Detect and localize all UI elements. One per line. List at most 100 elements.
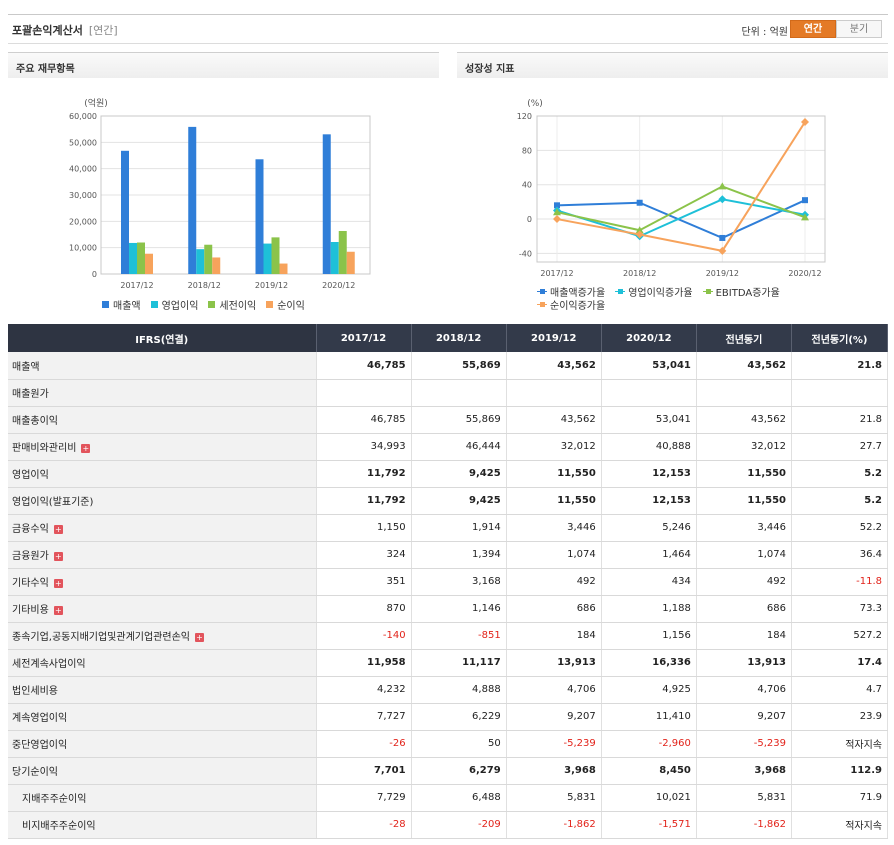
x-tick-label: 2017/12 (540, 269, 573, 278)
period-toggle: 연간 분기 (790, 20, 882, 38)
x-tick-label: 2019/12 (255, 281, 288, 290)
legend-swatch (266, 301, 274, 308)
legend-label: EBITDA증가율 (715, 288, 780, 299)
table-cell: 1,146 (411, 595, 507, 623)
legend-label: 영업이익증가율 (628, 288, 693, 299)
col-header: 2019/12 (506, 324, 602, 352)
table-row: 당기순이익 7,701 6,279 3,968 8,450 3,968 112.9 (8, 757, 888, 785)
row-label-text: 매출원가 (12, 389, 49, 400)
col-header: 전년동기(%) (791, 324, 888, 352)
statement-title: 포괄손익계산서 [연간] (12, 24, 118, 37)
table-cell: 1,914 (411, 514, 507, 542)
table-cell: 53,041 (601, 406, 697, 434)
quarter-tab[interactable]: 분기 (836, 20, 882, 38)
table-cell: 27.7 (791, 433, 888, 461)
table-cell: 184 (696, 622, 793, 650)
expand-plus-icon[interactable]: + (53, 605, 63, 615)
bar (330, 241, 339, 274)
series-line (556, 199, 806, 240)
table-row: 판매비와관리비 +34,993 46,444 32,012 40,888 32,012 27… (8, 433, 888, 461)
y-tick-label: 20,000 (69, 217, 97, 226)
legend-marker (702, 288, 713, 296)
legend-swatch (102, 301, 109, 308)
row-label-text: 영업이익(발표기준) (12, 497, 94, 508)
table-row: 기타비용 +870 1,146 686 1,188 686 73.3 (8, 595, 888, 623)
legend-marker (537, 288, 547, 296)
line-chart-legend: 매출액증가율 영업이익증가율 EBITDA증가율 순이익증가율 (537, 285, 837, 312)
table-cell: -1,862 (696, 811, 793, 839)
table-cell: 1,074 (696, 541, 793, 569)
legend-label: 세전이익 (219, 301, 257, 312)
table-cell: 11,550 (506, 487, 602, 515)
table-cell: 71.9 (791, 784, 888, 812)
row-label: 중단영업이익 (8, 730, 317, 758)
row-label-text: 매출액 (12, 361, 40, 373)
table-cell: 43,562 (506, 352, 602, 380)
table-cell: 6,229 (411, 703, 507, 731)
table-cell (316, 379, 412, 407)
bar-chart-legend: 매출액 영업이익 세전이익 순이익 (102, 298, 315, 312)
row-label: 매출총이익 (8, 406, 317, 434)
col-header: 2017/12 (316, 324, 412, 352)
table-cell: 4.7 (791, 676, 888, 704)
data-point (636, 199, 643, 206)
table-cell: 40,888 (601, 433, 697, 461)
row-label-text: 판매비와관리비 (12, 443, 77, 454)
table-cell: 11,117 (411, 649, 507, 677)
col-header: 전년동기 (696, 324, 793, 352)
row-label: 종속기업,공동지배기업및관계기업관련손익 + (8, 622, 317, 650)
row-label-text: 기타수익 (12, 578, 49, 589)
table-cell: 46,785 (316, 406, 412, 434)
table-cell: -209 (411, 811, 507, 839)
table-row: 비지배주주순이익 -28 -209 -1,862 -1,571 -1,862 적자지속 (8, 811, 888, 839)
table-cell: 36.4 (791, 541, 888, 569)
row-label: 지배주주순이익 (8, 784, 317, 812)
annual-tab[interactable]: 연간 (790, 20, 836, 38)
table-cell (411, 379, 507, 407)
table-cell: 46,785 (316, 352, 412, 380)
row-label: 영업이익(발표기준) (8, 487, 317, 515)
expand-plus-icon[interactable]: + (194, 632, 204, 642)
expand-plus-icon[interactable]: + (53, 551, 63, 561)
y-tick-label: 50,000 (69, 138, 97, 147)
row-label: 비지배주주순이익 (8, 811, 317, 839)
table-cell: 5,831 (696, 784, 793, 812)
data-point (718, 246, 727, 255)
legend-label: 매출액증가율 (550, 288, 606, 299)
row-label-text: 세전계속사업이익 (12, 659, 86, 670)
table-cell: 53,041 (601, 352, 697, 380)
table-cell: 13,913 (696, 649, 793, 677)
table-cell: 9,425 (411, 487, 507, 515)
row-label: 기타비용 + (8, 595, 317, 623)
y-tick-label: 40,000 (69, 165, 97, 174)
row-label-text: 금융수익 (12, 524, 49, 535)
legend-label: 매출액 (113, 301, 141, 312)
table-cell: 11,550 (696, 460, 793, 488)
table-cell: 43,562 (696, 352, 793, 380)
line-chart: (%) -40 0 40 80 120 2017/12 2018/12 2019/12 2020/… (517, 99, 826, 278)
bar (279, 263, 288, 274)
table-cell: 527.2 (791, 622, 888, 650)
expand-plus-icon[interactable]: + (81, 443, 91, 453)
table-cell: 23.9 (791, 703, 888, 731)
main-financials-panel: 주요 재무항목 (억원) 0 10,000 20,000 30,000 40,000 50,… (8, 52, 439, 318)
row-label-text: 법인세비용 (12, 686, 58, 697)
growth-panel: 성장성 지표 (%) -40 0 40 80 120 2017/12 2018/12 2019/… (457, 52, 888, 318)
y-tick-label: 30,000 (69, 191, 97, 200)
table-cell: 4,925 (601, 676, 697, 704)
table-cell: -5,239 (696, 730, 793, 758)
row-label: 기타수익 + (8, 568, 317, 596)
expand-plus-icon[interactable]: + (53, 578, 63, 588)
table-cell: 5,831 (506, 784, 602, 812)
bar (346, 251, 355, 274)
legend-item: 영업이익증가율 (615, 285, 693, 299)
data-point (553, 208, 561, 216)
table-cell: 686 (696, 595, 793, 623)
table-row: 중단영업이익 -26 50 -5,239 -2,960 -5,239 적자지속 (8, 730, 888, 758)
table-cell: 11,792 (316, 487, 412, 515)
table-cell: -28 (316, 811, 412, 839)
expand-plus-icon[interactable]: + (53, 524, 63, 534)
row-label-text: 매출총이익 (12, 416, 58, 427)
table-cell: 1,394 (411, 541, 507, 569)
row-label-text: 당기순이익 (12, 767, 58, 778)
